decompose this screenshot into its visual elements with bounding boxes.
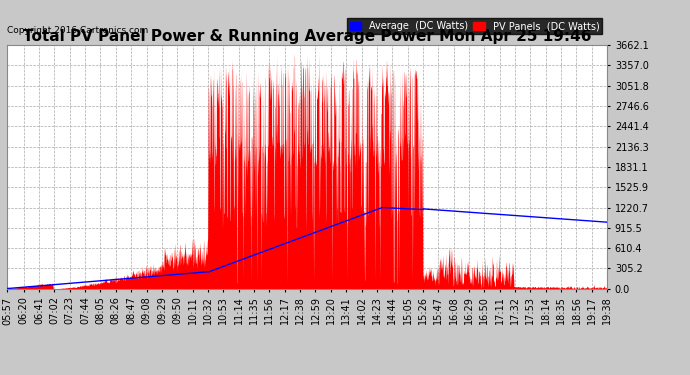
Title: Total PV Panel Power & Running Average Power Mon Apr 25 19:46: Total PV Panel Power & Running Average P… [23,29,591,44]
Legend: Average  (DC Watts), PV Panels  (DC Watts): Average (DC Watts), PV Panels (DC Watts) [347,18,602,34]
Text: Copyright 2016 Cartronics.com: Copyright 2016 Cartronics.com [7,26,148,35]
